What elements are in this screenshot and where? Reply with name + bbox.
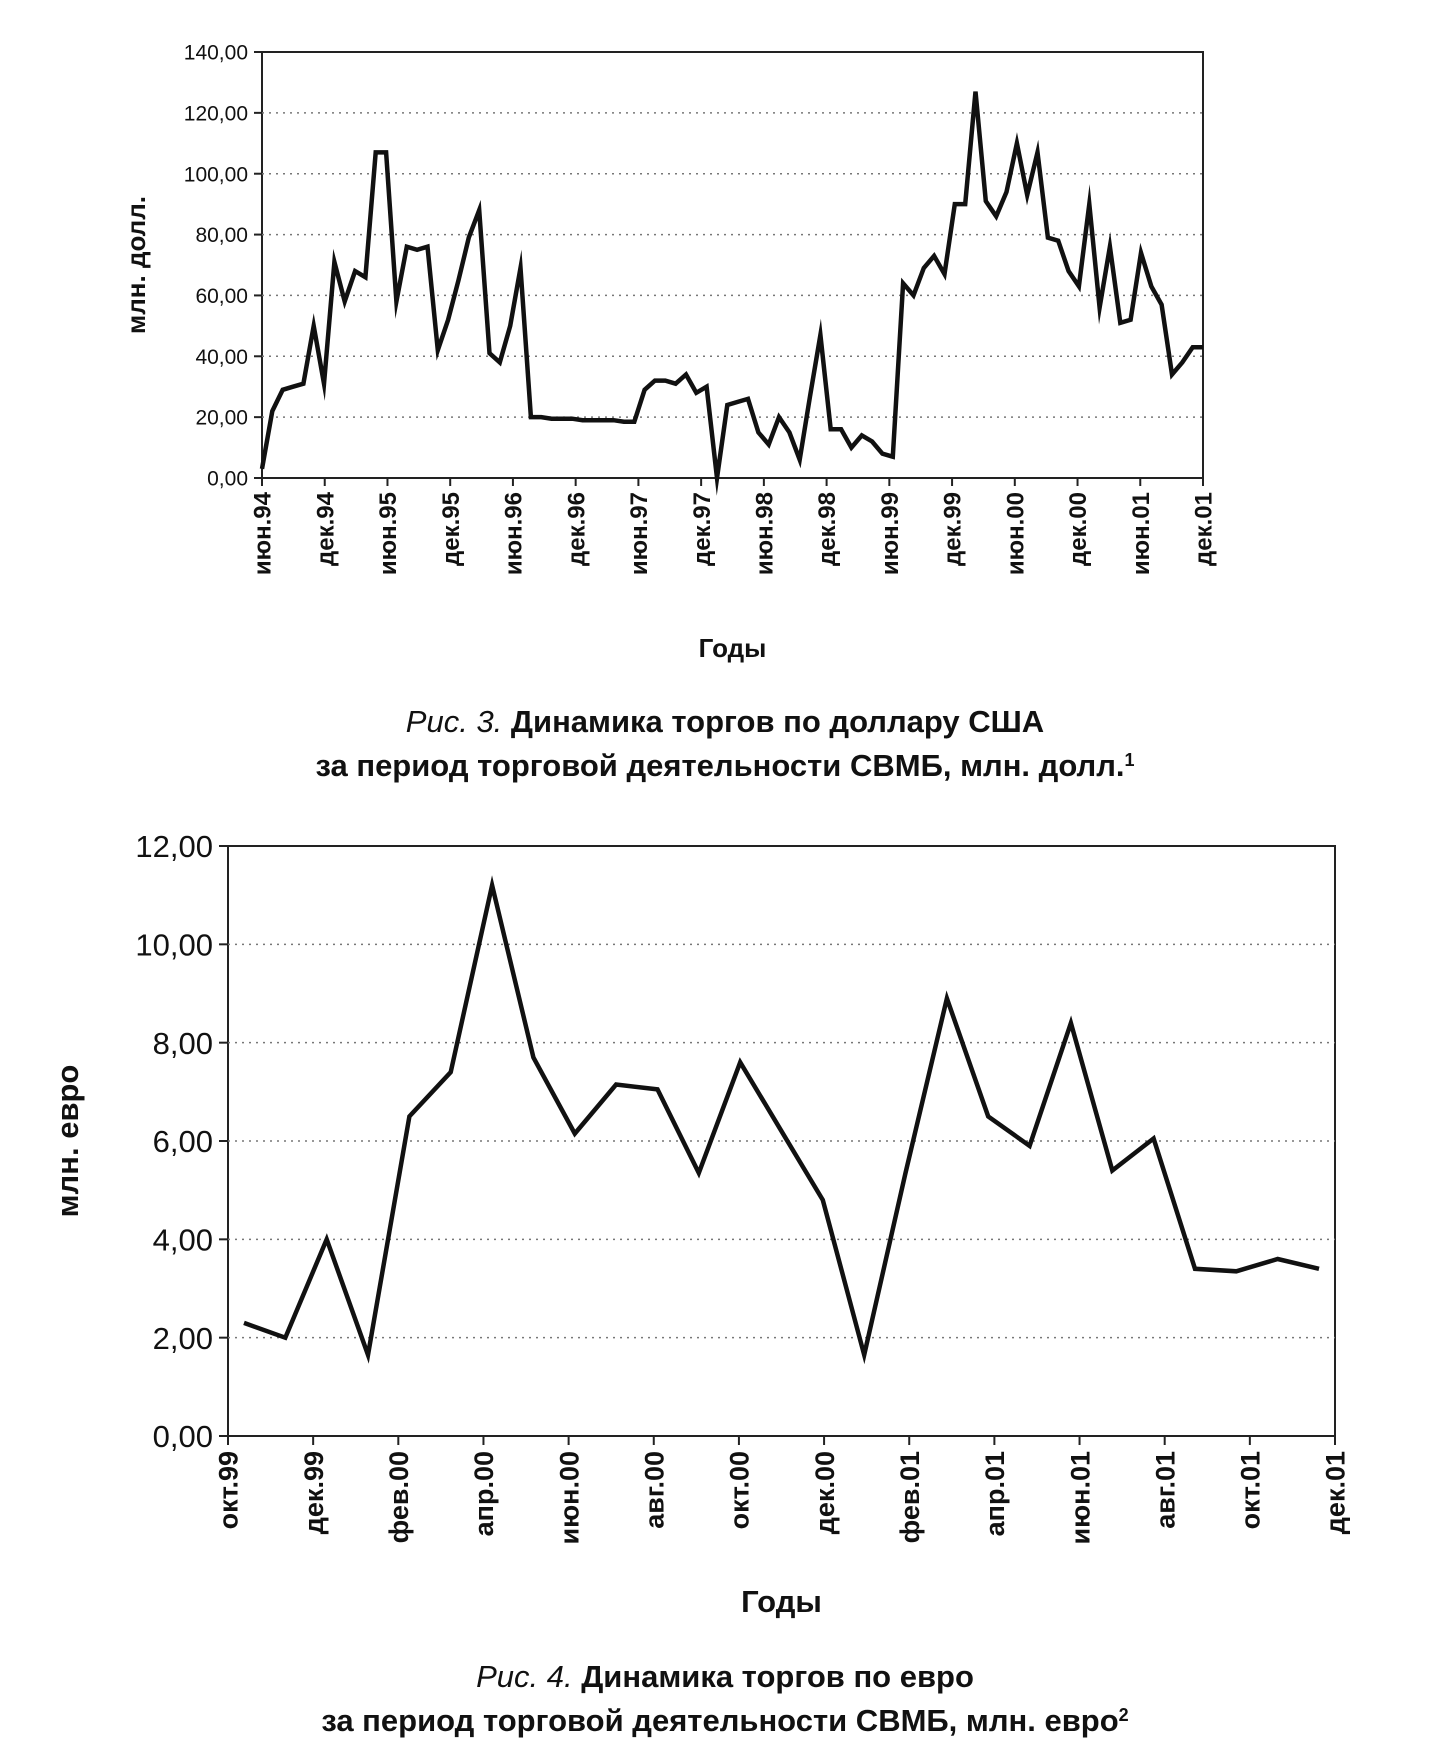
usd-chart-x-tick-label: июн.95	[375, 492, 402, 575]
eur-chart-x-axis-label: Годы	[741, 1584, 822, 1619]
eur-chart-series-line	[243, 875, 1320, 1365]
eur-chart-x-tick-label: фев.01	[895, 1451, 925, 1543]
usd-chart-x-tick-label: дек.00	[1065, 492, 1092, 566]
usd-chart-y-tick-label: 100,00	[184, 163, 248, 186]
usd-chart-plot-frame	[261, 51, 1204, 479]
usd-chart-x-axis-label: Годы	[699, 633, 767, 663]
dollar-trading-chart: 0,00 20,00 40,00 60,00 80,00 100,00 120,00 140,…	[121, 42, 1218, 663]
figure4-footnote-mark: 2	[1118, 1705, 1129, 1725]
figure4-caption-line1: Рис. 4. Динамика торгов по евро	[0, 1655, 1450, 1699]
usd-chart-x-tick-label: июн.00	[1002, 492, 1029, 575]
figure3-footnote-mark: 1	[1124, 750, 1135, 770]
figure3-caption-line2: за период торговой деятельности СВМБ, мл…	[0, 744, 1450, 788]
figure4-title: Динамика торгов по евро	[581, 1659, 974, 1694]
figure4-number: Рис. 4.	[476, 1659, 573, 1694]
figure3-caption: Рис. 3. Динамика торгов по доллару США з…	[0, 700, 1450, 788]
eur-chart-y-tick-label: 0,00	[153, 1419, 213, 1454]
eur-chart-x-tick-label: дек.99	[299, 1451, 329, 1534]
usd-chart-y-tick-label: 60,00	[195, 285, 248, 308]
eur-chart-x-tick-label: июн.01	[1065, 1451, 1095, 1545]
usd-chart-y-axis-label: млн. долл.	[121, 196, 151, 334]
eur-chart-x-tick-label: окт.01	[1236, 1451, 1266, 1529]
eur-chart-x-tick-label: дек.01	[1321, 1451, 1351, 1534]
usd-chart-x-tick-label: июн.98	[752, 492, 779, 575]
eur-chart-y-tick-label: 12,00	[135, 829, 213, 864]
figure4-subtitle: за период торговой деятельности СВМБ, мл…	[321, 1703, 1119, 1738]
eur-chart-x-tick-label: окт.99	[214, 1451, 244, 1529]
eur-chart-x-tick-label: апр.01	[980, 1451, 1010, 1536]
usd-chart-y-tick-label: 0,00	[207, 468, 248, 491]
usd-chart-x-tick-label: июн.96	[501, 492, 528, 575]
eur-chart-y-tick-label: 6,00	[153, 1124, 213, 1159]
figure3-subtitle: за период торговой деятельности СВМБ, мл…	[315, 748, 1125, 783]
eur-chart-y-axis-label: млн. евро	[50, 1065, 85, 1218]
usd-chart-x-tick-label: дек.98	[814, 492, 841, 566]
usd-chart-x-tick-label: дек.95	[438, 492, 465, 566]
usd-chart-x-tick-label: дек.99	[940, 492, 967, 566]
eur-chart-x-tick-label: апр.00	[469, 1451, 499, 1536]
eur-chart-y-tick-label: 8,00	[153, 1026, 213, 1061]
eur-chart-x-tick-label: авг.00	[639, 1451, 669, 1529]
usd-chart-x-tick-label: дек.01	[1191, 492, 1218, 566]
usd-chart-x-tick-label: дек.96	[563, 492, 590, 566]
usd-chart-x-tick-label: июн.01	[1128, 492, 1155, 575]
usd-chart-y-tick-label: 140,00	[184, 42, 248, 65]
figure3-number: Рис. 3.	[405, 704, 503, 739]
usd-chart-x-tick-label: дек.97	[689, 492, 716, 566]
usd-chart-x-tick-label: июн.97	[626, 492, 653, 575]
usd-chart-y-tick-label: 120,00	[184, 102, 248, 125]
eur-chart-x-tick-label: дек.00	[810, 1451, 840, 1534]
eur-chart-x-tick-label: фев.00	[384, 1451, 414, 1543]
usd-chart-x-tick-label: июн.94	[250, 491, 277, 575]
eur-chart-y-tick-label: 4,00	[153, 1222, 213, 1257]
figure4-caption: Рис. 4. Динамика торгов по евро за перио…	[0, 1655, 1450, 1743]
figure4-caption-line2: за период торговой деятельности СВМБ, мл…	[0, 1699, 1450, 1743]
figure3-caption-line1: Рис. 3. Динамика торгов по доллару США	[0, 700, 1450, 744]
eur-chart-x-tick-label: авг.01	[1150, 1451, 1180, 1529]
usd-chart-x-tick-label: июн.99	[877, 492, 904, 575]
eur-chart-y-tick-label: 2,00	[153, 1321, 213, 1356]
usd-chart-y-tick-label: 80,00	[195, 224, 248, 247]
eur-chart-x-tick-label: окт.00	[725, 1451, 755, 1529]
eur-chart-y-tick-label: 10,00	[135, 927, 213, 962]
usd-chart-y-tick-label: 20,00	[195, 407, 248, 430]
usd-chart-series-line	[259, 91, 1203, 496]
figure3-title: Динамика торгов по доллару США	[510, 704, 1045, 739]
usd-chart-y-tick-label: 40,00	[195, 346, 248, 369]
usd-chart-x-tick-label: дек.94	[312, 491, 339, 566]
euro-trading-chart: 0,00 2,00 4,00 6,00 8,00 10,00 12,00 окт.99 дек.…	[50, 829, 1351, 1619]
eur-chart-x-tick-label: июн.00	[554, 1451, 584, 1545]
